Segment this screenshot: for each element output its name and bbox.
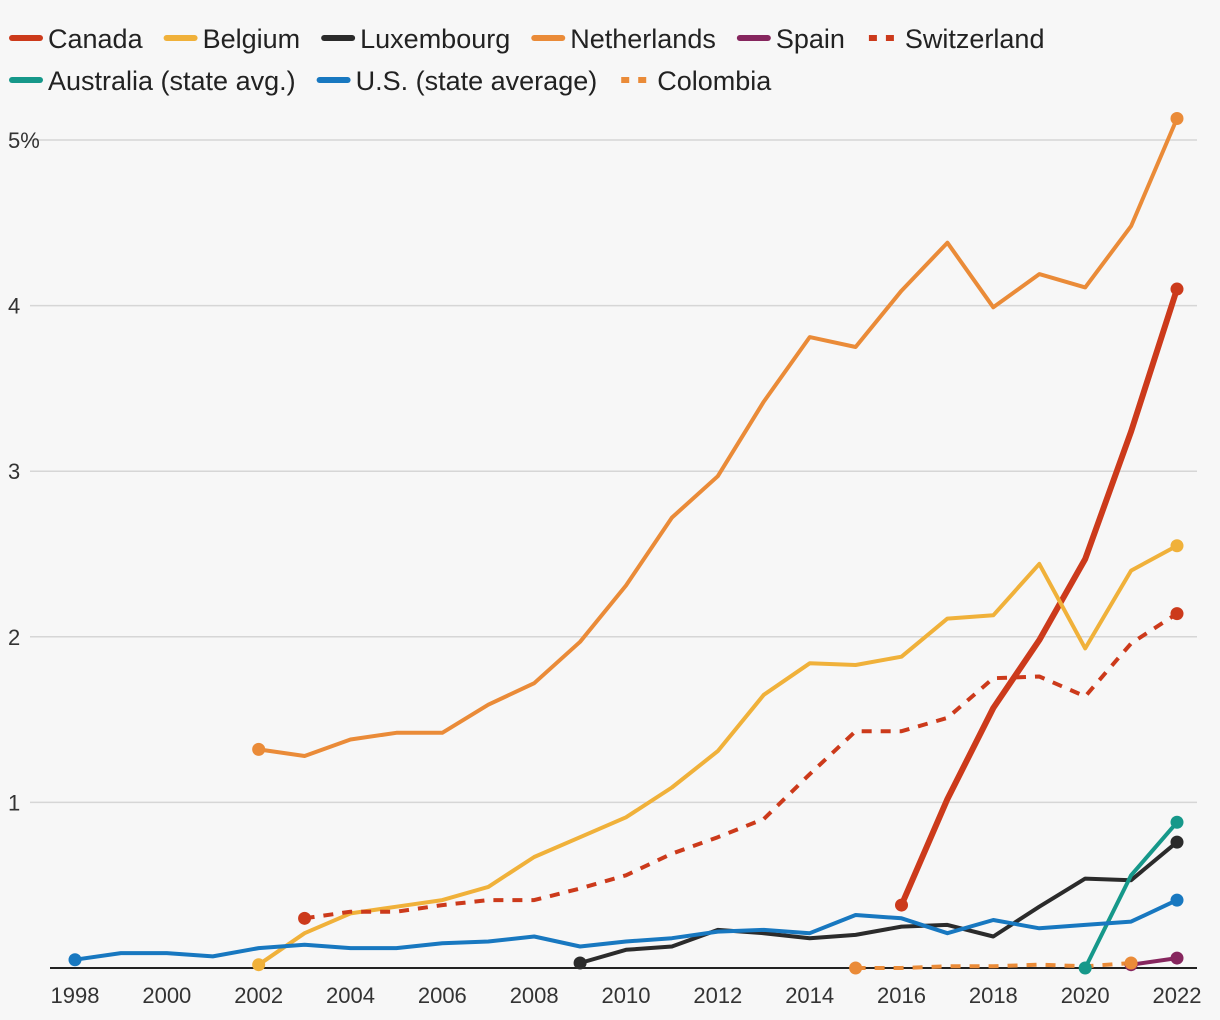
series-line-belgium: [256, 543, 1179, 967]
point-u-s-state-average-2022: [1170, 893, 1184, 907]
legend-item-luxembourg: Luxembourg: [321, 24, 510, 54]
x-tick-label: 2020: [1061, 983, 1110, 1008]
series-line-luxembourg: [578, 840, 1179, 965]
y-tick-label: 2: [8, 625, 20, 650]
legend-label: Spain: [776, 24, 845, 54]
series-line-canada: [898, 286, 1180, 909]
legend-label: U.S. (state average): [356, 66, 598, 96]
x-tick-label: 2008: [510, 983, 559, 1008]
legend-item-switzerland: Switzerland: [868, 24, 1045, 54]
x-axis-ticks: 1998 2000 2002 2004 2006 2008 2010 2012 2014 2016…: [51, 983, 1202, 1008]
x-tick-label: 2002: [234, 983, 283, 1008]
legend-item-australia-state-avg: Australia (state avg.): [9, 66, 296, 96]
legend-item-belgium: Belgium: [163, 24, 301, 54]
legend-label: Belgium: [203, 24, 301, 54]
point-spain-2022: [1170, 951, 1184, 965]
legend-item-netherlands: Netherlands: [531, 24, 716, 54]
point-australia-state-avg-2022: [1170, 815, 1184, 829]
x-tick-label: 2010: [602, 983, 651, 1008]
point-canada-2016: [895, 898, 908, 912]
x-tick-label: 2000: [142, 983, 191, 1008]
x-tick-label: 1998: [51, 983, 100, 1008]
gridlines: [30, 139, 1197, 804]
legend-item-colombia: Colombia: [621, 66, 772, 96]
series-line-spain: [1129, 956, 1179, 967]
series-lines: [73, 116, 1180, 970]
point-luxembourg-2009: [573, 956, 587, 970]
point-belgium-2002: [252, 958, 266, 972]
point-belgium-2022: [1170, 539, 1184, 553]
point-switzerland-2003: [298, 911, 312, 925]
x-tick-label: 2006: [418, 983, 467, 1008]
legend-label: Luxembourg: [360, 24, 510, 54]
y-tick-label: 3: [8, 459, 20, 484]
y-tick-label: 4: [8, 294, 20, 319]
point-netherlands-2022: [1170, 111, 1184, 125]
legend-label: Australia (state avg.): [48, 66, 296, 96]
legend: Canada Belgium Luxembourg Netherlands Spain S…: [9, 24, 1045, 96]
legend-label: Canada: [48, 24, 144, 54]
point-netherlands-2002: [252, 742, 266, 756]
series-markers: [68, 111, 1184, 975]
legend-label: Colombia: [657, 66, 772, 96]
y-axis-ticks: 1 2 3 4 5%: [8, 128, 40, 815]
point-u-s-state-average-1998: [68, 953, 82, 967]
x-tick-label: 2004: [326, 983, 375, 1008]
legend-item-u-s-state-average: U.S. (state average): [316, 66, 598, 96]
legend-label: Netherlands: [570, 24, 716, 54]
x-tick-label: 2022: [1153, 983, 1202, 1008]
y-tick-label: 1: [8, 790, 20, 815]
point-colombia-2021: [1124, 956, 1138, 970]
series-line-u-s-state-average: [73, 898, 1179, 962]
point-colombia-2015: [849, 961, 863, 975]
point-luxembourg-2022: [1170, 835, 1184, 849]
series-line-switzerland: [304, 611, 1179, 921]
point-switzerland-2022: [1170, 607, 1184, 621]
x-tick-label: 2018: [969, 983, 1018, 1008]
x-tick-label: 2014: [785, 983, 834, 1008]
legend-item-canada: Canada: [9, 24, 144, 54]
y-tick-label: 5%: [8, 128, 40, 153]
point-australia-state-avg-2020: [1078, 961, 1092, 975]
x-tick-label: 2016: [877, 983, 926, 1008]
x-tick-label: 2012: [693, 983, 742, 1008]
series-line-australia-state-avg: [1083, 820, 1179, 970]
point-canada-2022: [1170, 282, 1184, 296]
series-line-netherlands: [256, 116, 1179, 758]
legend-item-spain: Spain: [736, 24, 845, 54]
legend-label: Switzerland: [905, 24, 1045, 54]
